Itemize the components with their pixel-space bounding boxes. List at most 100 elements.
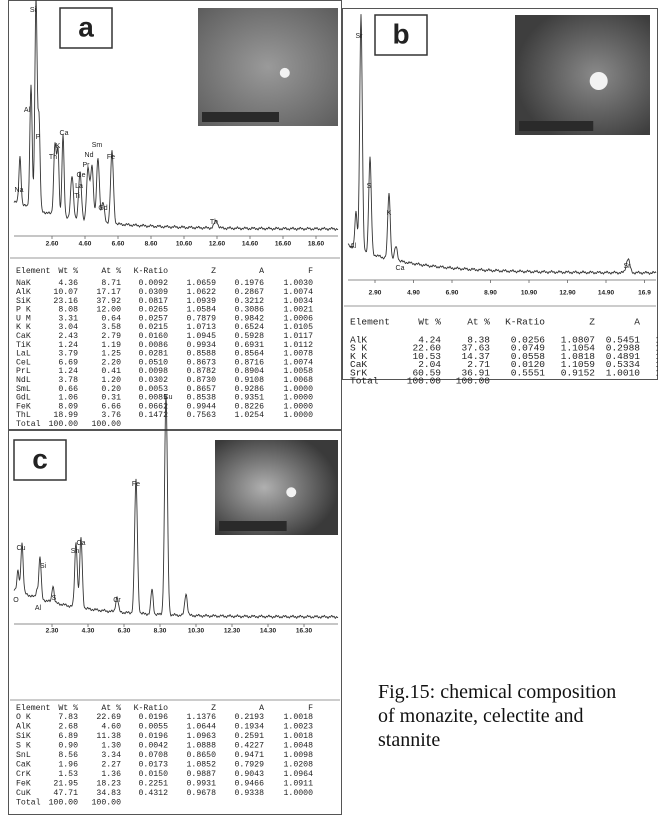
table-cell: S K xyxy=(16,742,31,751)
table-cell: 1.0963 xyxy=(187,732,217,741)
table-cell: 34.83 xyxy=(96,789,121,798)
sem-databar xyxy=(202,112,279,122)
table-cell: 1.1059 xyxy=(561,359,596,370)
axis-tick-label: 10.60 xyxy=(176,241,193,248)
panel-label: a xyxy=(78,11,94,42)
peak-label: Ti xyxy=(74,193,80,200)
table-cell: 22.60 xyxy=(412,343,441,354)
peak-label: Si xyxy=(30,7,37,14)
table-cell: 0.0257 xyxy=(139,314,169,323)
axis-tick-label: 16.9 xyxy=(638,290,651,297)
peak-label: Fe xyxy=(132,481,140,488)
sem-databar xyxy=(519,121,594,131)
table-cell: 0.9887 xyxy=(187,770,217,779)
table-cell: 0.1976 xyxy=(235,279,265,288)
table-cell: 0.0309 xyxy=(139,288,169,297)
table-cell: SiK xyxy=(16,296,31,306)
table-cell: 0.4312 xyxy=(139,789,169,798)
sem-image xyxy=(215,440,338,535)
table-cell: 0.0708 xyxy=(139,751,169,760)
table-header-cell: Element xyxy=(350,317,390,328)
table-cell: 1.0807 xyxy=(561,335,595,346)
table-cell: 2.79 xyxy=(101,332,121,341)
axis-tick-label: 4.30 xyxy=(82,628,95,635)
table-cell: 0.8588 xyxy=(187,350,217,359)
table-cell: 0.3212 xyxy=(235,297,265,306)
table-cell: 14.37 xyxy=(461,351,490,362)
table-cell: 0.5551 xyxy=(511,367,546,378)
sem-grain xyxy=(279,67,290,78)
axis-tick-label: 8.90 xyxy=(484,290,497,297)
table-cell: 1.000 xyxy=(655,367,658,378)
table-cell: 0.4891 xyxy=(606,351,641,362)
table-cell: 0.0086 xyxy=(139,341,169,350)
table-cell: 23.16 xyxy=(53,297,78,306)
table-cell: 1.0939 xyxy=(187,297,217,306)
peak-label: P xyxy=(36,134,41,141)
figure-caption: Fig.15: chemical composition of monazite… xyxy=(378,681,617,751)
peak-label: Ca xyxy=(77,540,86,547)
peak-label: Ca xyxy=(396,265,405,272)
table-cell: 1.96 xyxy=(58,761,78,770)
peak-label: Ce xyxy=(77,172,86,179)
table-cell: 37.63 xyxy=(461,343,490,354)
table-cell: 0.9944 xyxy=(187,402,217,411)
table-cell: O K xyxy=(16,713,31,722)
table-cell: 0.1934 xyxy=(235,723,265,732)
axis-tick-label: 4.60 xyxy=(79,241,92,248)
table-cell: 0.9842 xyxy=(235,314,265,323)
table-cell: 0.0265 xyxy=(139,306,169,315)
peak-label: La xyxy=(75,183,83,190)
table-cell: 4.36 xyxy=(58,279,78,288)
table-cell: 3.34 xyxy=(101,751,121,760)
table-cell: 8.09 xyxy=(58,402,78,411)
table-cell: 1.0000 xyxy=(284,789,314,798)
table-cell: 0.8673 xyxy=(187,358,217,367)
peak-label: Gd xyxy=(98,205,107,212)
table-cell: FeK xyxy=(16,402,31,411)
peak-label: K xyxy=(56,143,61,150)
peak-label: Cu xyxy=(164,394,173,401)
table-cell: 0.9108 xyxy=(235,376,265,385)
peak-label: Fe xyxy=(107,154,115,161)
table-cell: 1.003 xyxy=(655,343,658,354)
table-cell: 0.0173 xyxy=(139,761,169,770)
table-cell: AlK xyxy=(16,287,31,297)
table-cell: 0.2988 xyxy=(606,343,641,354)
table-cell: 1.0010 xyxy=(606,367,641,378)
table-cell: 47.71 xyxy=(53,789,78,798)
table-header-cell: Wt % xyxy=(58,704,78,713)
table-header-cell: K-Ratio xyxy=(134,703,168,713)
table-cell: 0.0302 xyxy=(139,376,169,385)
table-cell: P K xyxy=(16,306,31,315)
sem-grain xyxy=(286,487,297,498)
table-cell: 0.41 xyxy=(101,367,121,376)
peak-label: Sr xyxy=(356,33,364,40)
table-cell: 0.8716 xyxy=(235,358,265,367)
axis-tick-label: 16.30 xyxy=(296,628,313,635)
peak-label: Sn xyxy=(71,548,80,555)
table-cell: 1.0000 xyxy=(284,394,314,403)
table-cell: CaK xyxy=(16,761,31,770)
table-cell: 0.0749 xyxy=(511,343,546,354)
table-cell: 3.76 xyxy=(101,411,121,420)
table-cell: CaK xyxy=(16,332,31,341)
panel-label-box xyxy=(59,7,113,49)
table-cell: CrK xyxy=(16,770,31,779)
table-cell: 18.99 xyxy=(53,411,78,420)
axis-tick-label: 2.90 xyxy=(369,290,382,297)
table-cell: Total xyxy=(16,419,41,429)
peak-label: Th xyxy=(210,219,218,226)
axis-tick-label: 14.90 xyxy=(598,290,615,297)
table-header-cell: F xyxy=(308,704,313,713)
table-cell: SiK xyxy=(16,731,31,741)
table-cell: 0.9931 xyxy=(187,780,217,789)
spectrum xyxy=(347,14,657,276)
table-cell: LaL xyxy=(16,350,31,359)
table-cell: 1.25 xyxy=(101,350,121,359)
table-cell: NdL xyxy=(16,375,31,385)
table-cell: 100.00 xyxy=(92,799,122,808)
table-cell: 1.0254 xyxy=(235,411,265,420)
table-cell: 36.91 xyxy=(461,367,490,378)
table-cell: 0.6524 xyxy=(235,323,265,332)
